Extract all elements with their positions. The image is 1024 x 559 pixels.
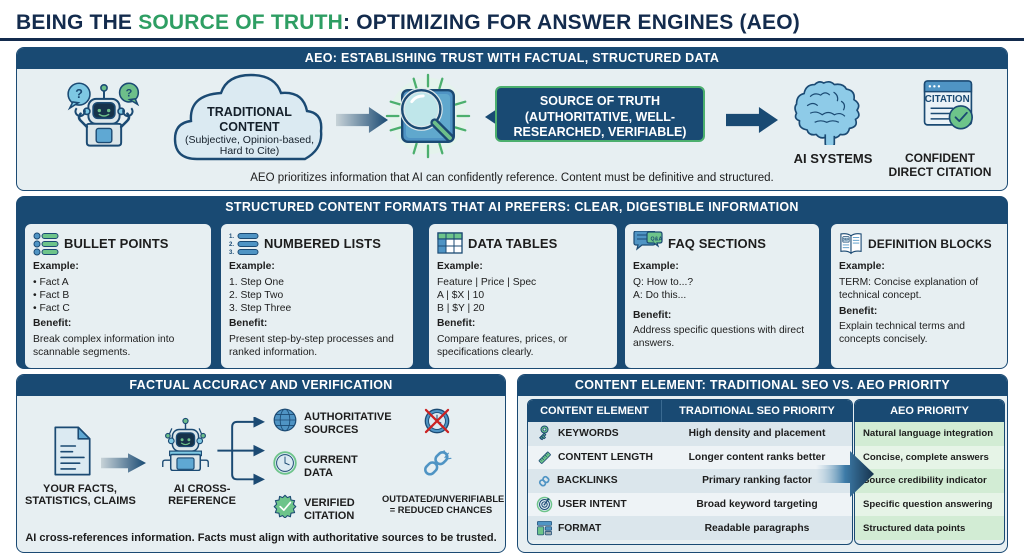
svg-text:?: ? — [126, 88, 133, 100]
svg-text:?: ? — [75, 87, 83, 101]
svg-text:Q&A: Q&A — [651, 237, 663, 243]
svg-text:2.: 2. — [229, 242, 234, 248]
svg-text:CITATION: CITATION — [925, 94, 970, 105]
svg-text:1.: 1. — [229, 234, 234, 240]
svg-text:DEF: DEF — [843, 238, 850, 242]
svg-text:3.: 3. — [229, 250, 234, 256]
